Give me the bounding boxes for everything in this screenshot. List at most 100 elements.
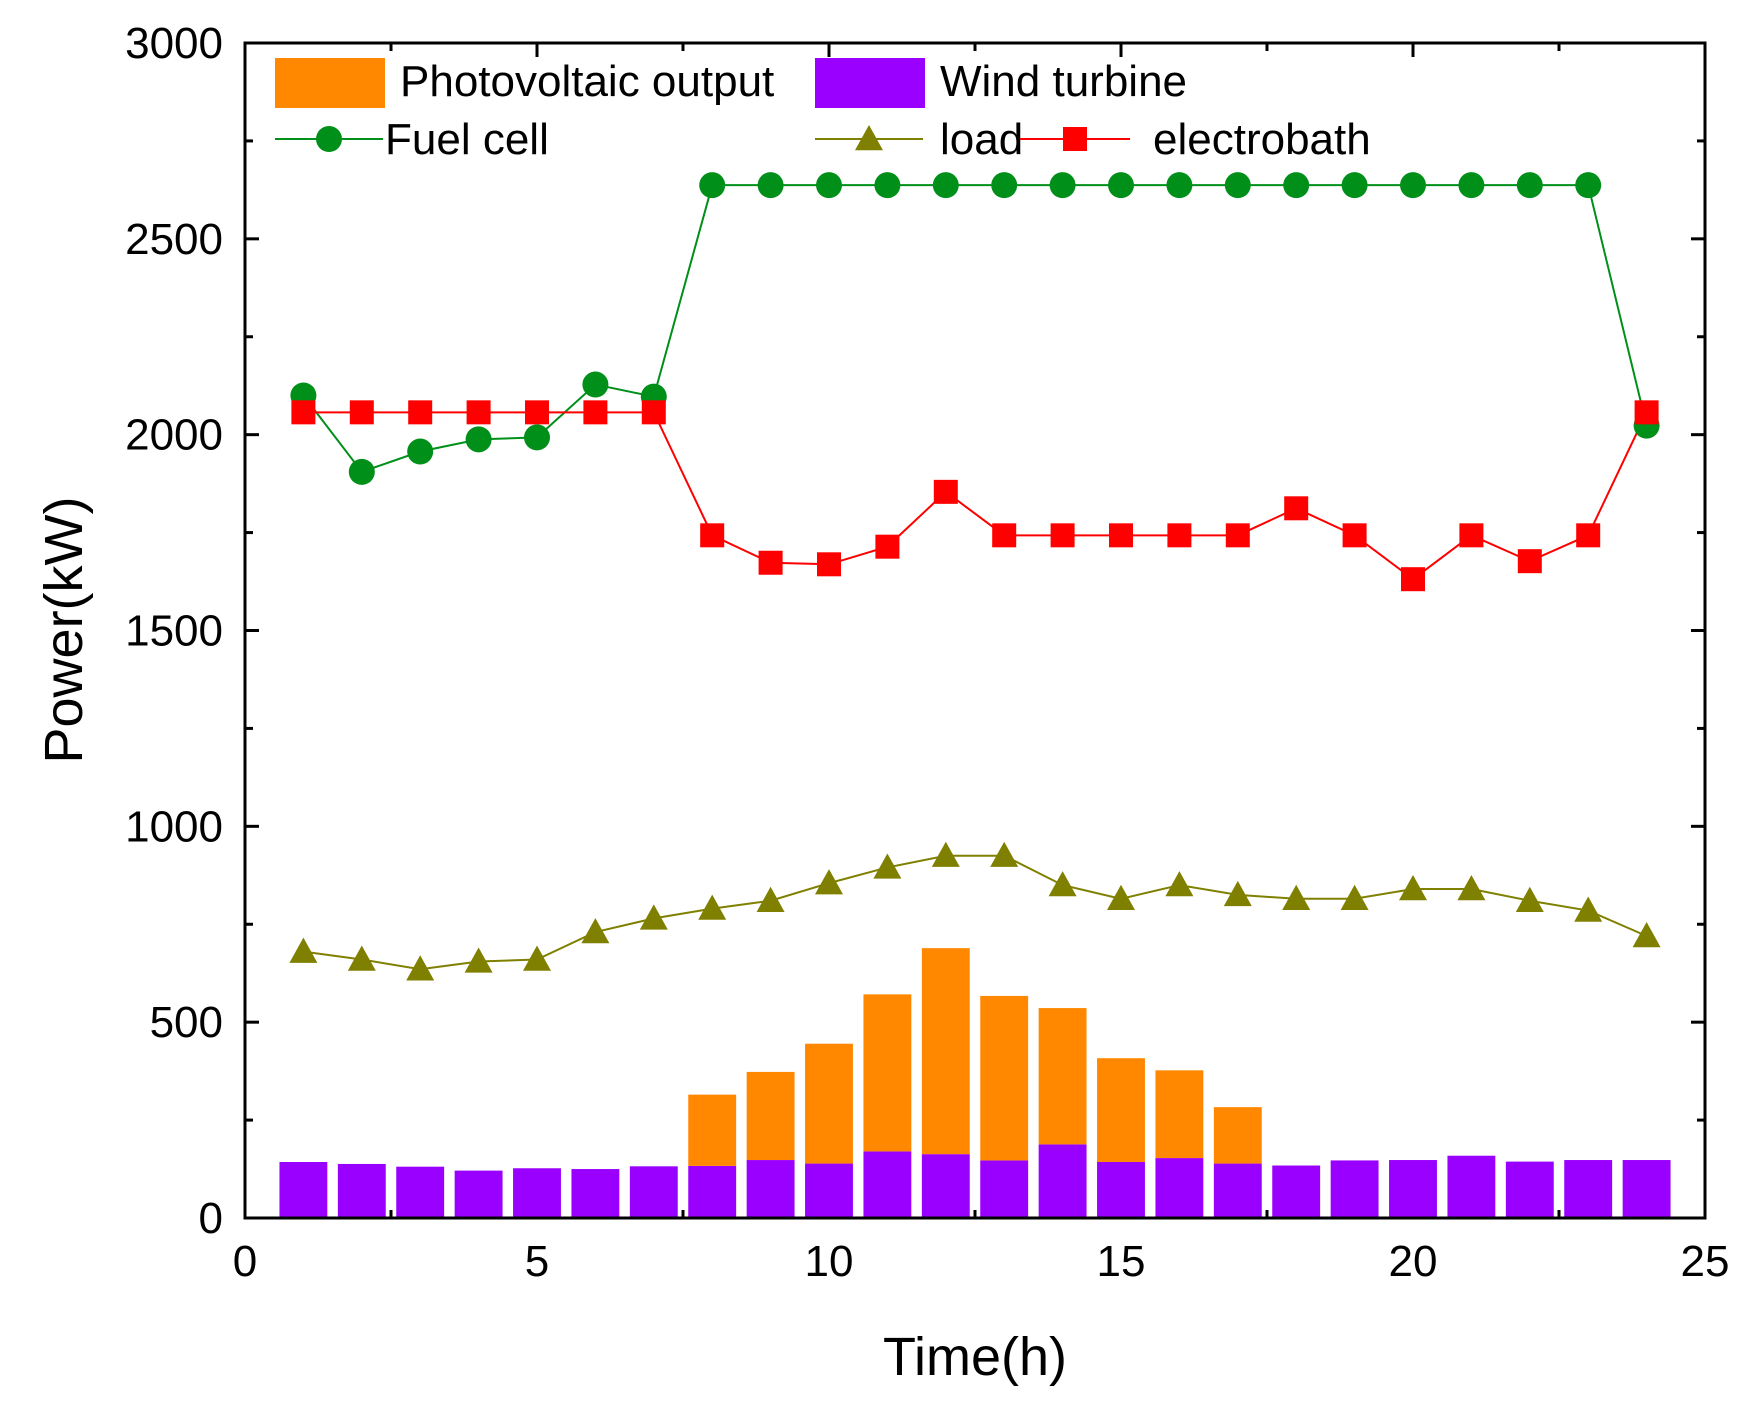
x-tick-label: 15 (1097, 1237, 1146, 1286)
point-load (523, 945, 551, 971)
bar-photovoltaic-output (1155, 1070, 1204, 1159)
bar-wind-turbine (1447, 1155, 1496, 1218)
point-fuel-cell (1341, 172, 1368, 199)
bar-photovoltaic-output (688, 1094, 737, 1166)
point-fuel-cell (465, 426, 492, 453)
bar-wind-turbine (1330, 1160, 1379, 1218)
point-electrobath (466, 400, 491, 425)
point-electrobath (1109, 523, 1133, 548)
point-load (1048, 871, 1077, 897)
y-tick-label: 500 (150, 998, 223, 1047)
point-load (347, 945, 376, 971)
point-load (289, 937, 318, 963)
point-fuel-cell (1575, 172, 1602, 199)
bar-layer (279, 948, 1671, 1218)
bar-wind-turbine (863, 1151, 912, 1218)
point-electrobath (817, 552, 841, 577)
point-fuel-cell (757, 172, 784, 199)
point-fuel-cell (407, 438, 434, 465)
bar-wind-turbine (337, 1163, 386, 1218)
y-tick-label: 2500 (125, 215, 223, 264)
point-load (406, 955, 435, 981)
point-load (698, 894, 727, 920)
point-electrobath (1050, 523, 1075, 548)
point-load (990, 841, 1019, 867)
bar-wind-turbine (454, 1170, 503, 1218)
bar-photovoltaic-output (1213, 1107, 1262, 1164)
point-fuel-cell (348, 458, 375, 485)
x-tick-label: 0 (233, 1237, 257, 1286)
point-electrobath (1342, 523, 1367, 548)
x-tick-label: 20 (1389, 1237, 1438, 1286)
point-fuel-cell (1458, 172, 1485, 199)
legend-swatch-photovoltaic-output (275, 58, 385, 108)
tick-labels: 0 5 10 15 20 25 0 500 1000 1500 2000 2500 3000 (125, 19, 1729, 1286)
point-electrobath (758, 550, 783, 575)
point-load (581, 918, 610, 944)
point-electrobath (1517, 549, 1542, 574)
bar-wind-turbine (921, 1154, 970, 1218)
point-electrobath (875, 534, 900, 559)
bar-photovoltaic-output (863, 994, 912, 1152)
y-tick-label: 1000 (125, 802, 223, 851)
bar-photovoltaic-output (980, 995, 1029, 1161)
bar-wind-turbine (1155, 1158, 1204, 1218)
legend-marker-fuel-cell (316, 126, 342, 152)
point-electrobath (525, 400, 549, 425)
bar-wind-turbine (513, 1168, 561, 1218)
legend-label-wind-turbine: Wind turbine (940, 57, 1187, 106)
bar-wind-turbine (1389, 1160, 1437, 1218)
point-electrobath (641, 400, 666, 425)
legend-label-fuel-cell: Fuel cell (385, 115, 549, 164)
point-load (1340, 884, 1369, 910)
point-load (1223, 880, 1252, 907)
point-fuel-cell (991, 172, 1018, 199)
bar-photovoltaic-output (921, 948, 970, 1155)
point-load (1282, 884, 1311, 910)
point-load (1457, 875, 1486, 901)
point-fuel-cell (1108, 172, 1134, 199)
y-tick-label: 3000 (125, 19, 223, 68)
bar-photovoltaic-output (746, 1071, 795, 1161)
legend: Photovoltaic output Wind turbine Fuel cell… (275, 57, 1371, 164)
bar-wind-turbine (1213, 1163, 1262, 1218)
point-load (1107, 884, 1135, 910)
bar-photovoltaic-output (1097, 1058, 1145, 1162)
bar-wind-turbine (1097, 1161, 1145, 1218)
point-load (931, 841, 960, 867)
point-fuel-cell (874, 172, 901, 199)
point-fuel-cell (582, 371, 609, 398)
point-electrobath (583, 400, 608, 425)
point-load (756, 886, 785, 912)
point-fuel-cell (1166, 172, 1193, 199)
point-electrobath (1576, 523, 1601, 548)
legend-label-electrobath: electrobath (1153, 115, 1371, 164)
bar-wind-turbine (279, 1161, 328, 1218)
point-electrobath (992, 523, 1017, 548)
point-electrobath (700, 523, 725, 548)
point-load (639, 904, 668, 930)
legend-marker-load (855, 125, 883, 151)
point-electrobath (1167, 523, 1192, 548)
legend-label-load: load (940, 115, 1023, 164)
point-electrobath (933, 479, 958, 504)
bar-wind-turbine (805, 1163, 853, 1218)
y-tick-label: 0 (199, 1194, 223, 1243)
legend-label-photovoltaic-output: Photovoltaic output (400, 57, 774, 106)
point-electrobath (291, 400, 316, 425)
point-fuel-cell (1049, 172, 1076, 199)
legend-marker-electrobath (1063, 127, 1087, 151)
point-electrobath (1225, 523, 1250, 548)
point-electrobath (1284, 496, 1309, 521)
x-tick-label: 10 (805, 1237, 854, 1286)
bar-wind-turbine (1038, 1144, 1087, 1218)
point-electrobath (349, 400, 374, 425)
bar-wind-turbine (1505, 1161, 1554, 1218)
bar-wind-turbine (629, 1166, 678, 1218)
point-fuel-cell (524, 424, 550, 451)
point-electrobath (1459, 523, 1484, 548)
bar-wind-turbine (571, 1169, 620, 1218)
marker-layer (289, 172, 1661, 981)
bar-wind-turbine (396, 1166, 445, 1218)
